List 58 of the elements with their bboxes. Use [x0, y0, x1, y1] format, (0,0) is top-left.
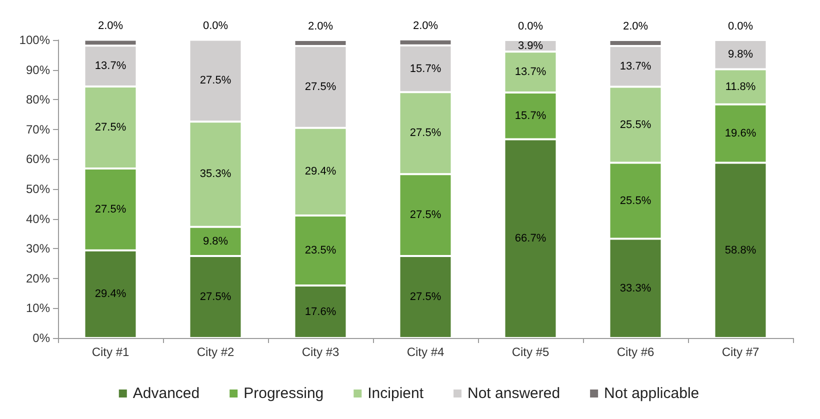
data-label: 35.3%	[200, 168, 232, 180]
data-label: 13.7%	[94, 60, 126, 72]
legend-label: Not answered	[468, 385, 560, 402]
data-label: 19.6%	[724, 128, 756, 140]
data-label: 0.0%	[202, 20, 228, 32]
data-label: 27.5%	[94, 121, 126, 134]
data-label: 2.0%	[308, 20, 334, 32]
data-label: 11.8%	[725, 80, 756, 93]
data-label: 29.4%	[94, 288, 126, 300]
data-label: 58.8%	[724, 244, 756, 256]
y-tick-label: 0%	[32, 331, 50, 345]
data-label: 2.0%	[622, 20, 648, 32]
data-label: 27.5%	[200, 74, 232, 87]
legend-label: Not applicable	[604, 385, 700, 402]
data-label: 13.7%	[620, 60, 652, 72]
data-label: 25.5%	[620, 118, 652, 131]
data-label: 27.5%	[304, 80, 336, 93]
y-tick-label: 80%	[26, 92, 50, 107]
legend-label: Advanced	[132, 385, 200, 402]
x-tick-label: City #2	[196, 345, 234, 359]
data-label: 27.5%	[94, 203, 126, 216]
data-label: 2.0%	[98, 20, 124, 32]
data-label: 33.3%	[620, 282, 652, 294]
y-tick-label: 70%	[26, 122, 50, 136]
y-tick-label: 30%	[26, 242, 50, 256]
y-tick-label: 90%	[26, 62, 50, 77]
data-label: 9.8%	[728, 48, 754, 61]
data-label: 15.7%	[410, 62, 442, 75]
x-tick-label: City #5	[512, 345, 550, 359]
data-label: 0.0%	[728, 20, 754, 32]
y-tick-label: 50%	[26, 182, 50, 196]
data-label: 27.5%	[410, 127, 442, 140]
data-label: 13.7%	[514, 66, 546, 78]
data-label: 9.8%	[202, 235, 228, 248]
data-label: 27.5%	[200, 291, 232, 304]
y-tick-label: 100%	[19, 33, 50, 47]
data-label: 3.9%	[518, 40, 544, 52]
data-label: 25.5%	[620, 194, 652, 207]
x-tick-label: City #6	[616, 345, 654, 359]
data-label: 2.0%	[412, 20, 438, 32]
y-tick-label: 60%	[26, 152, 50, 166]
data-label: 0.0%	[518, 20, 544, 32]
legend-label: Incipient	[368, 385, 424, 402]
data-label: 27.5%	[410, 291, 442, 304]
y-tick-label: 20%	[26, 271, 50, 286]
x-tick-label: City #3	[302, 345, 340, 359]
legend-label: Progressing	[244, 385, 324, 402]
x-tick-label: City #1	[92, 345, 130, 359]
x-tick-label: City #7	[722, 345, 760, 359]
data-label: 15.7%	[514, 110, 546, 122]
y-tick-label: 40%	[26, 212, 50, 226]
data-label: 66.7%	[514, 232, 546, 245]
data-label: 27.5%	[410, 209, 442, 222]
data-label: 17.6%	[304, 306, 336, 318]
data-label: 23.5%	[304, 244, 336, 257]
data-label: 29.4%	[304, 166, 336, 178]
y-tick-label: 10%	[26, 301, 50, 316]
x-tick-label: City #4	[406, 345, 444, 359]
